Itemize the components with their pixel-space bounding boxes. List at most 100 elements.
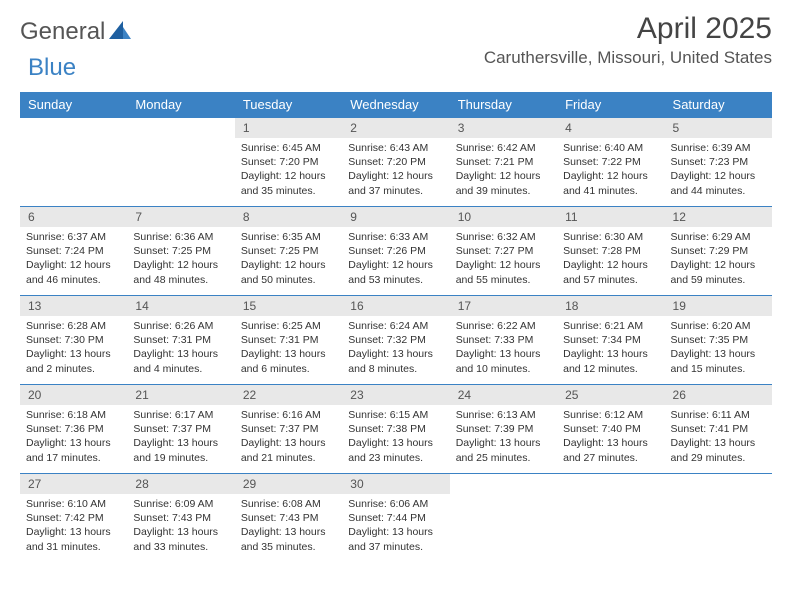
calendar-head: SundayMondayTuesdayWednesdayThursdayFrid… xyxy=(20,92,772,118)
calendar-cell: 10Sunrise: 6:32 AMSunset: 7:27 PMDayligh… xyxy=(450,207,557,296)
day-number: 19 xyxy=(665,296,772,316)
weekday-header: Thursday xyxy=(450,92,557,118)
day-number: 23 xyxy=(342,385,449,405)
weekday-header: Sunday xyxy=(20,92,127,118)
calendar-cell: 20Sunrise: 6:18 AMSunset: 7:36 PMDayligh… xyxy=(20,385,127,474)
day-content: Sunrise: 6:06 AMSunset: 7:44 PMDaylight:… xyxy=(342,494,449,562)
calendar-cell: 28Sunrise: 6:09 AMSunset: 7:43 PMDayligh… xyxy=(127,474,234,563)
weekday-header: Tuesday xyxy=(235,92,342,118)
day-number: 24 xyxy=(450,385,557,405)
day-content: Sunrise: 6:30 AMSunset: 7:28 PMDaylight:… xyxy=(557,227,664,295)
day-number: 25 xyxy=(557,385,664,405)
logo: General xyxy=(20,12,133,46)
month-year: April 2025 xyxy=(484,12,772,46)
calendar-cell: 1Sunrise: 6:45 AMSunset: 7:20 PMDaylight… xyxy=(235,118,342,207)
day-number: 3 xyxy=(450,118,557,138)
day-content: Sunrise: 6:20 AMSunset: 7:35 PMDaylight:… xyxy=(665,316,772,384)
day-content: Sunrise: 6:35 AMSunset: 7:25 PMDaylight:… xyxy=(235,227,342,295)
calendar-body: 1Sunrise: 6:45 AMSunset: 7:20 PMDaylight… xyxy=(20,118,772,563)
calendar-cell xyxy=(450,474,557,563)
calendar-cell: 30Sunrise: 6:06 AMSunset: 7:44 PMDayligh… xyxy=(342,474,449,563)
day-number: 14 xyxy=(127,296,234,316)
day-content: Sunrise: 6:18 AMSunset: 7:36 PMDaylight:… xyxy=(20,405,127,473)
calendar-cell: 6Sunrise: 6:37 AMSunset: 7:24 PMDaylight… xyxy=(20,207,127,296)
day-number: 17 xyxy=(450,296,557,316)
day-content: Sunrise: 6:10 AMSunset: 7:42 PMDaylight:… xyxy=(20,494,127,562)
calendar-cell: 15Sunrise: 6:25 AMSunset: 7:31 PMDayligh… xyxy=(235,296,342,385)
calendar-cell: 25Sunrise: 6:12 AMSunset: 7:40 PMDayligh… xyxy=(557,385,664,474)
day-number: 9 xyxy=(342,207,449,227)
day-number: 2 xyxy=(342,118,449,138)
calendar-cell: 22Sunrise: 6:16 AMSunset: 7:37 PMDayligh… xyxy=(235,385,342,474)
calendar-cell: 11Sunrise: 6:30 AMSunset: 7:28 PMDayligh… xyxy=(557,207,664,296)
calendar-cell: 24Sunrise: 6:13 AMSunset: 7:39 PMDayligh… xyxy=(450,385,557,474)
day-content: Sunrise: 6:39 AMSunset: 7:23 PMDaylight:… xyxy=(665,138,772,206)
calendar-cell: 14Sunrise: 6:26 AMSunset: 7:31 PMDayligh… xyxy=(127,296,234,385)
location: Caruthersville, Missouri, United States xyxy=(484,48,772,68)
day-content: Sunrise: 6:22 AMSunset: 7:33 PMDaylight:… xyxy=(450,316,557,384)
calendar-cell: 21Sunrise: 6:17 AMSunset: 7:37 PMDayligh… xyxy=(127,385,234,474)
calendar-cell: 23Sunrise: 6:15 AMSunset: 7:38 PMDayligh… xyxy=(342,385,449,474)
day-content: Sunrise: 6:16 AMSunset: 7:37 PMDaylight:… xyxy=(235,405,342,473)
day-content: Sunrise: 6:15 AMSunset: 7:38 PMDaylight:… xyxy=(342,405,449,473)
logo-text-blue: Blue xyxy=(28,54,76,82)
weekday-header: Wednesday xyxy=(342,92,449,118)
calendar-cell: 9Sunrise: 6:33 AMSunset: 7:26 PMDaylight… xyxy=(342,207,449,296)
day-content: Sunrise: 6:17 AMSunset: 7:37 PMDaylight:… xyxy=(127,405,234,473)
day-number: 27 xyxy=(20,474,127,494)
calendar-cell xyxy=(127,118,234,207)
day-content: Sunrise: 6:40 AMSunset: 7:22 PMDaylight:… xyxy=(557,138,664,206)
triangle-icon xyxy=(109,21,131,44)
day-content: Sunrise: 6:42 AMSunset: 7:21 PMDaylight:… xyxy=(450,138,557,206)
day-number: 22 xyxy=(235,385,342,405)
day-number: 29 xyxy=(235,474,342,494)
day-content: Sunrise: 6:43 AMSunset: 7:20 PMDaylight:… xyxy=(342,138,449,206)
day-content: Sunrise: 6:08 AMSunset: 7:43 PMDaylight:… xyxy=(235,494,342,562)
calendar-cell: 8Sunrise: 6:35 AMSunset: 7:25 PMDaylight… xyxy=(235,207,342,296)
day-number: 26 xyxy=(665,385,772,405)
calendar-cell: 3Sunrise: 6:42 AMSunset: 7:21 PMDaylight… xyxy=(450,118,557,207)
weekday-header: Friday xyxy=(557,92,664,118)
calendar-cell xyxy=(20,118,127,207)
calendar-cell: 18Sunrise: 6:21 AMSunset: 7:34 PMDayligh… xyxy=(557,296,664,385)
day-content: Sunrise: 6:25 AMSunset: 7:31 PMDaylight:… xyxy=(235,316,342,384)
day-content: Sunrise: 6:32 AMSunset: 7:27 PMDaylight:… xyxy=(450,227,557,295)
day-number: 30 xyxy=(342,474,449,494)
calendar-cell: 16Sunrise: 6:24 AMSunset: 7:32 PMDayligh… xyxy=(342,296,449,385)
day-content: Sunrise: 6:28 AMSunset: 7:30 PMDaylight:… xyxy=(20,316,127,384)
calendar-cell: 12Sunrise: 6:29 AMSunset: 7:29 PMDayligh… xyxy=(665,207,772,296)
day-content: Sunrise: 6:13 AMSunset: 7:39 PMDaylight:… xyxy=(450,405,557,473)
calendar-cell xyxy=(665,474,772,563)
day-content: Sunrise: 6:09 AMSunset: 7:43 PMDaylight:… xyxy=(127,494,234,562)
day-number: 5 xyxy=(665,118,772,138)
day-content: Sunrise: 6:36 AMSunset: 7:25 PMDaylight:… xyxy=(127,227,234,295)
weekday-header: Monday xyxy=(127,92,234,118)
calendar-cell: 13Sunrise: 6:28 AMSunset: 7:30 PMDayligh… xyxy=(20,296,127,385)
weekday-header: Saturday xyxy=(665,92,772,118)
day-number: 13 xyxy=(20,296,127,316)
calendar-cell: 19Sunrise: 6:20 AMSunset: 7:35 PMDayligh… xyxy=(665,296,772,385)
calendar-cell: 29Sunrise: 6:08 AMSunset: 7:43 PMDayligh… xyxy=(235,474,342,563)
day-content: Sunrise: 6:45 AMSunset: 7:20 PMDaylight:… xyxy=(235,138,342,206)
day-number: 1 xyxy=(235,118,342,138)
calendar-cell: 4Sunrise: 6:40 AMSunset: 7:22 PMDaylight… xyxy=(557,118,664,207)
calendar-cell: 7Sunrise: 6:36 AMSunset: 7:25 PMDaylight… xyxy=(127,207,234,296)
day-number: 6 xyxy=(20,207,127,227)
day-number: 21 xyxy=(127,385,234,405)
day-number: 10 xyxy=(450,207,557,227)
day-content: Sunrise: 6:11 AMSunset: 7:41 PMDaylight:… xyxy=(665,405,772,473)
day-number: 11 xyxy=(557,207,664,227)
day-number: 8 xyxy=(235,207,342,227)
day-content: Sunrise: 6:24 AMSunset: 7:32 PMDaylight:… xyxy=(342,316,449,384)
logo-text-general: General xyxy=(20,18,105,46)
day-content: Sunrise: 6:12 AMSunset: 7:40 PMDaylight:… xyxy=(557,405,664,473)
day-number: 28 xyxy=(127,474,234,494)
day-number: 18 xyxy=(557,296,664,316)
calendar-cell xyxy=(557,474,664,563)
day-content: Sunrise: 6:21 AMSunset: 7:34 PMDaylight:… xyxy=(557,316,664,384)
day-number: 16 xyxy=(342,296,449,316)
day-number: 20 xyxy=(20,385,127,405)
calendar-cell: 2Sunrise: 6:43 AMSunset: 7:20 PMDaylight… xyxy=(342,118,449,207)
day-number: 12 xyxy=(665,207,772,227)
day-number: 4 xyxy=(557,118,664,138)
